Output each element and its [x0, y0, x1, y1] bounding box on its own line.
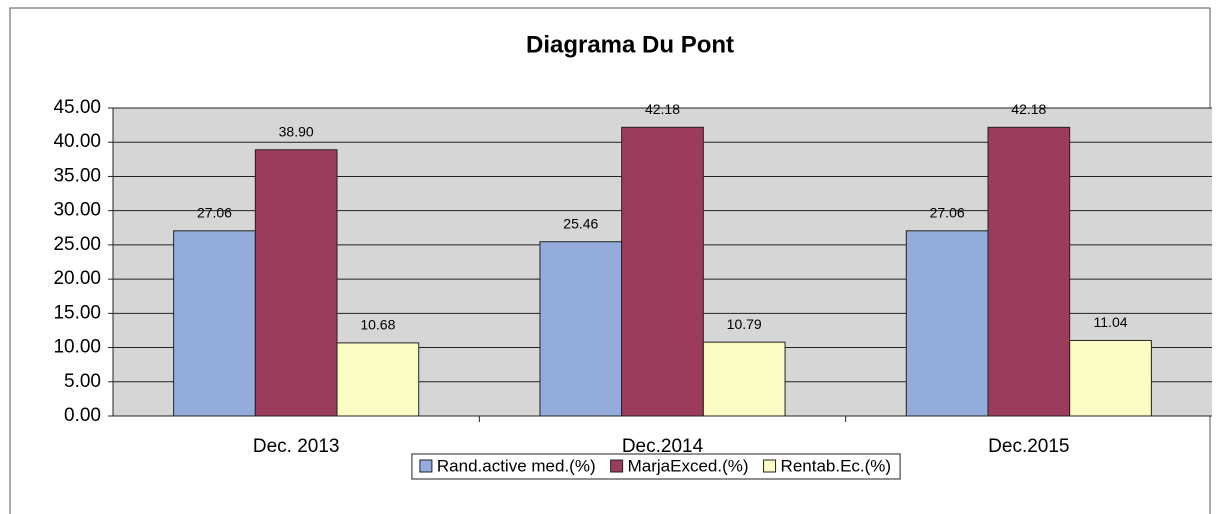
- legend-swatch: [610, 459, 624, 473]
- data-label: 10.79: [727, 316, 762, 332]
- y-tick-label: 30.00: [53, 200, 101, 221]
- y-tick-label: 5.00: [64, 371, 101, 392]
- bar: [254, 149, 338, 417]
- bar: [702, 341, 786, 417]
- bar: [336, 342, 420, 417]
- bar: [1069, 339, 1152, 417]
- bar: [621, 126, 704, 417]
- bar: [539, 241, 623, 417]
- legend-label: Rentab.Ec.(%): [781, 456, 892, 475]
- x-tick-label: Dec. 2013: [253, 436, 340, 457]
- data-label: 25.46: [563, 215, 598, 231]
- legend-swatch: [419, 459, 433, 473]
- bar: [905, 230, 989, 417]
- y-tick-label: 0.00: [64, 405, 101, 426]
- y-tick-label: 15.00: [53, 302, 101, 323]
- data-label: 10.68: [360, 317, 395, 333]
- y-tick-label: 25.00: [53, 234, 101, 255]
- bar: [987, 126, 1071, 417]
- legend-swatch: [763, 459, 777, 473]
- data-label: 42.18: [645, 101, 680, 117]
- x-tick-label: Dec.2014: [622, 436, 704, 457]
- legend-box: [411, 453, 901, 480]
- data-label: 42.18: [1011, 101, 1046, 117]
- bar: [173, 230, 256, 417]
- legend: Rand.active med.(%) MarjaExced.(%) Rentab.…: [411, 453, 901, 480]
- data-label: 38.90: [279, 123, 314, 139]
- x-tick-label: Dec.2015: [988, 436, 1069, 457]
- y-tick-label: 10.00: [53, 337, 101, 358]
- legend-label: Rand.active med.(%): [437, 456, 596, 475]
- data-label: 27.06: [930, 204, 965, 220]
- y-tick-label: 45.00: [53, 97, 101, 118]
- data-label: 11.04: [1094, 314, 1128, 330]
- data-label: 27.06: [197, 204, 232, 220]
- y-tick-label: 20.00: [53, 268, 101, 289]
- y-tick-label: 40.00: [53, 131, 101, 152]
- chart-title: Diagrama Du Pont: [526, 31, 734, 58]
- legend-label: MarjaExced.(%): [628, 456, 749, 475]
- y-tick-label: 35.00: [53, 165, 101, 186]
